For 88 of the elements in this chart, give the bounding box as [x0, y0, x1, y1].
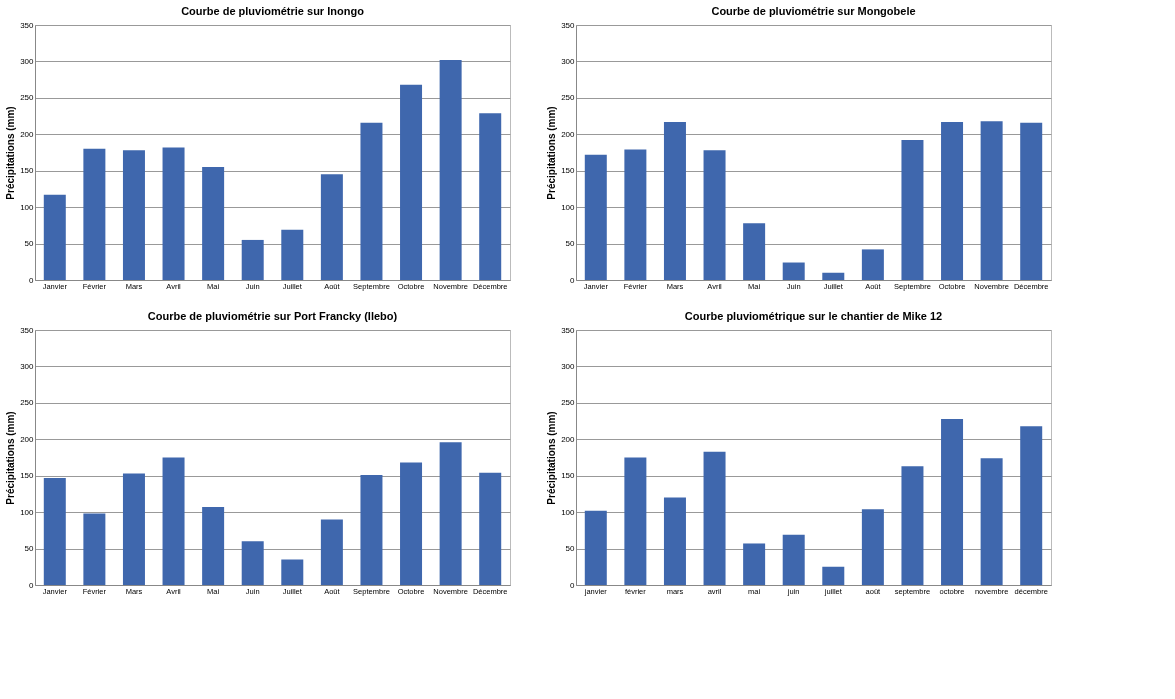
- bar: [980, 121, 1003, 280]
- y-tick-label: 50: [565, 544, 576, 554]
- y-tick-label: 200: [20, 129, 35, 139]
- y-tick-label: 50: [24, 239, 35, 249]
- bar: [281, 559, 304, 585]
- bar: [241, 541, 264, 585]
- bar: [703, 150, 726, 280]
- bar: [901, 466, 924, 585]
- bar: [624, 457, 647, 585]
- y-axis-title: Précipitations (mm): [546, 106, 558, 200]
- bar: [941, 418, 964, 585]
- y-tick-label: 350: [561, 20, 576, 30]
- y-tick-label: 0: [29, 580, 35, 590]
- bar: [861, 249, 884, 280]
- bar: [360, 122, 383, 280]
- y-tick-label: 150: [20, 166, 35, 176]
- y-tick-label: 200: [561, 129, 576, 139]
- y-tick-label: 100: [20, 202, 35, 212]
- y-tick-label: 250: [20, 93, 35, 103]
- bar: [703, 451, 726, 585]
- chart-title: Courbe de pluviométrie sur Port Francky (Ilebo): [147, 310, 398, 322]
- y-tick-label: 100: [20, 507, 35, 517]
- bar: [162, 147, 185, 280]
- bar: [439, 442, 462, 585]
- bar: [360, 474, 383, 585]
- bar: [743, 543, 766, 585]
- y-tick-label: 350: [20, 20, 35, 30]
- y-tick-label: 300: [20, 361, 35, 371]
- bar: [1020, 122, 1043, 280]
- bar: [202, 167, 225, 280]
- bar: [202, 507, 225, 585]
- bar: [584, 154, 607, 280]
- y-tick-label: 300: [561, 56, 576, 66]
- y-tick-label: 150: [20, 471, 35, 481]
- y-tick-label: 200: [561, 434, 576, 444]
- bar: [901, 140, 924, 280]
- bar: [861, 509, 884, 585]
- y-tick-label: 0: [570, 580, 576, 590]
- bar: [663, 121, 686, 280]
- y-axis-title: Précipitations (mm): [5, 411, 17, 505]
- bar: [43, 194, 66, 280]
- bar: [83, 513, 106, 585]
- bar: [83, 148, 106, 280]
- bar: [400, 84, 423, 280]
- y-tick-label: 100: [561, 507, 576, 517]
- y-tick-label: 250: [561, 93, 576, 103]
- bar: [400, 462, 423, 585]
- y-tick-label: 0: [570, 275, 576, 285]
- bar: [479, 113, 502, 280]
- bar: [782, 262, 805, 280]
- bar: [822, 272, 845, 280]
- y-tick-label: 50: [24, 544, 35, 554]
- bar: [320, 174, 343, 280]
- y-tick-label: 150: [561, 471, 576, 481]
- y-tick-label: 350: [561, 325, 576, 335]
- y-tick-label: 250: [20, 398, 35, 408]
- chart-title: Courbe de pluviométrie sur Mongobele: [711, 5, 916, 17]
- bar: [743, 223, 766, 280]
- bar: [479, 472, 502, 585]
- bar: [782, 534, 805, 585]
- y-tick-label: 300: [20, 56, 35, 66]
- y-tick-label: 50: [565, 239, 576, 249]
- bar: [122, 473, 145, 585]
- chart-title: Courbe pluviométrique sur le chantier de Mike 12: [684, 310, 943, 322]
- bar: [1020, 426, 1043, 585]
- bar: [941, 121, 964, 280]
- bar: [584, 510, 607, 585]
- y-tick-label: 150: [561, 166, 576, 176]
- y-tick-label: 250: [561, 398, 576, 408]
- bar: [122, 150, 145, 280]
- bar: [624, 149, 647, 280]
- bar: [320, 519, 343, 585]
- chart-title: Courbe de pluviométrie sur Inongo: [181, 5, 365, 17]
- y-tick-label: 300: [561, 361, 576, 371]
- bar: [822, 566, 845, 585]
- bar: [980, 458, 1003, 585]
- y-tick-label: 200: [20, 434, 35, 444]
- y-tick-label: 350: [20, 325, 35, 335]
- bar: [162, 457, 185, 585]
- y-axis-title: Précipitations (mm): [546, 411, 558, 505]
- bar: [439, 59, 462, 280]
- y-tick-label: 100: [561, 202, 576, 212]
- bar: [281, 229, 304, 280]
- bar: [43, 477, 66, 585]
- y-axis-title: Précipitations (mm): [5, 106, 17, 200]
- bar: [663, 497, 686, 585]
- bar: [241, 239, 264, 280]
- y-tick-label: 0: [29, 275, 35, 285]
